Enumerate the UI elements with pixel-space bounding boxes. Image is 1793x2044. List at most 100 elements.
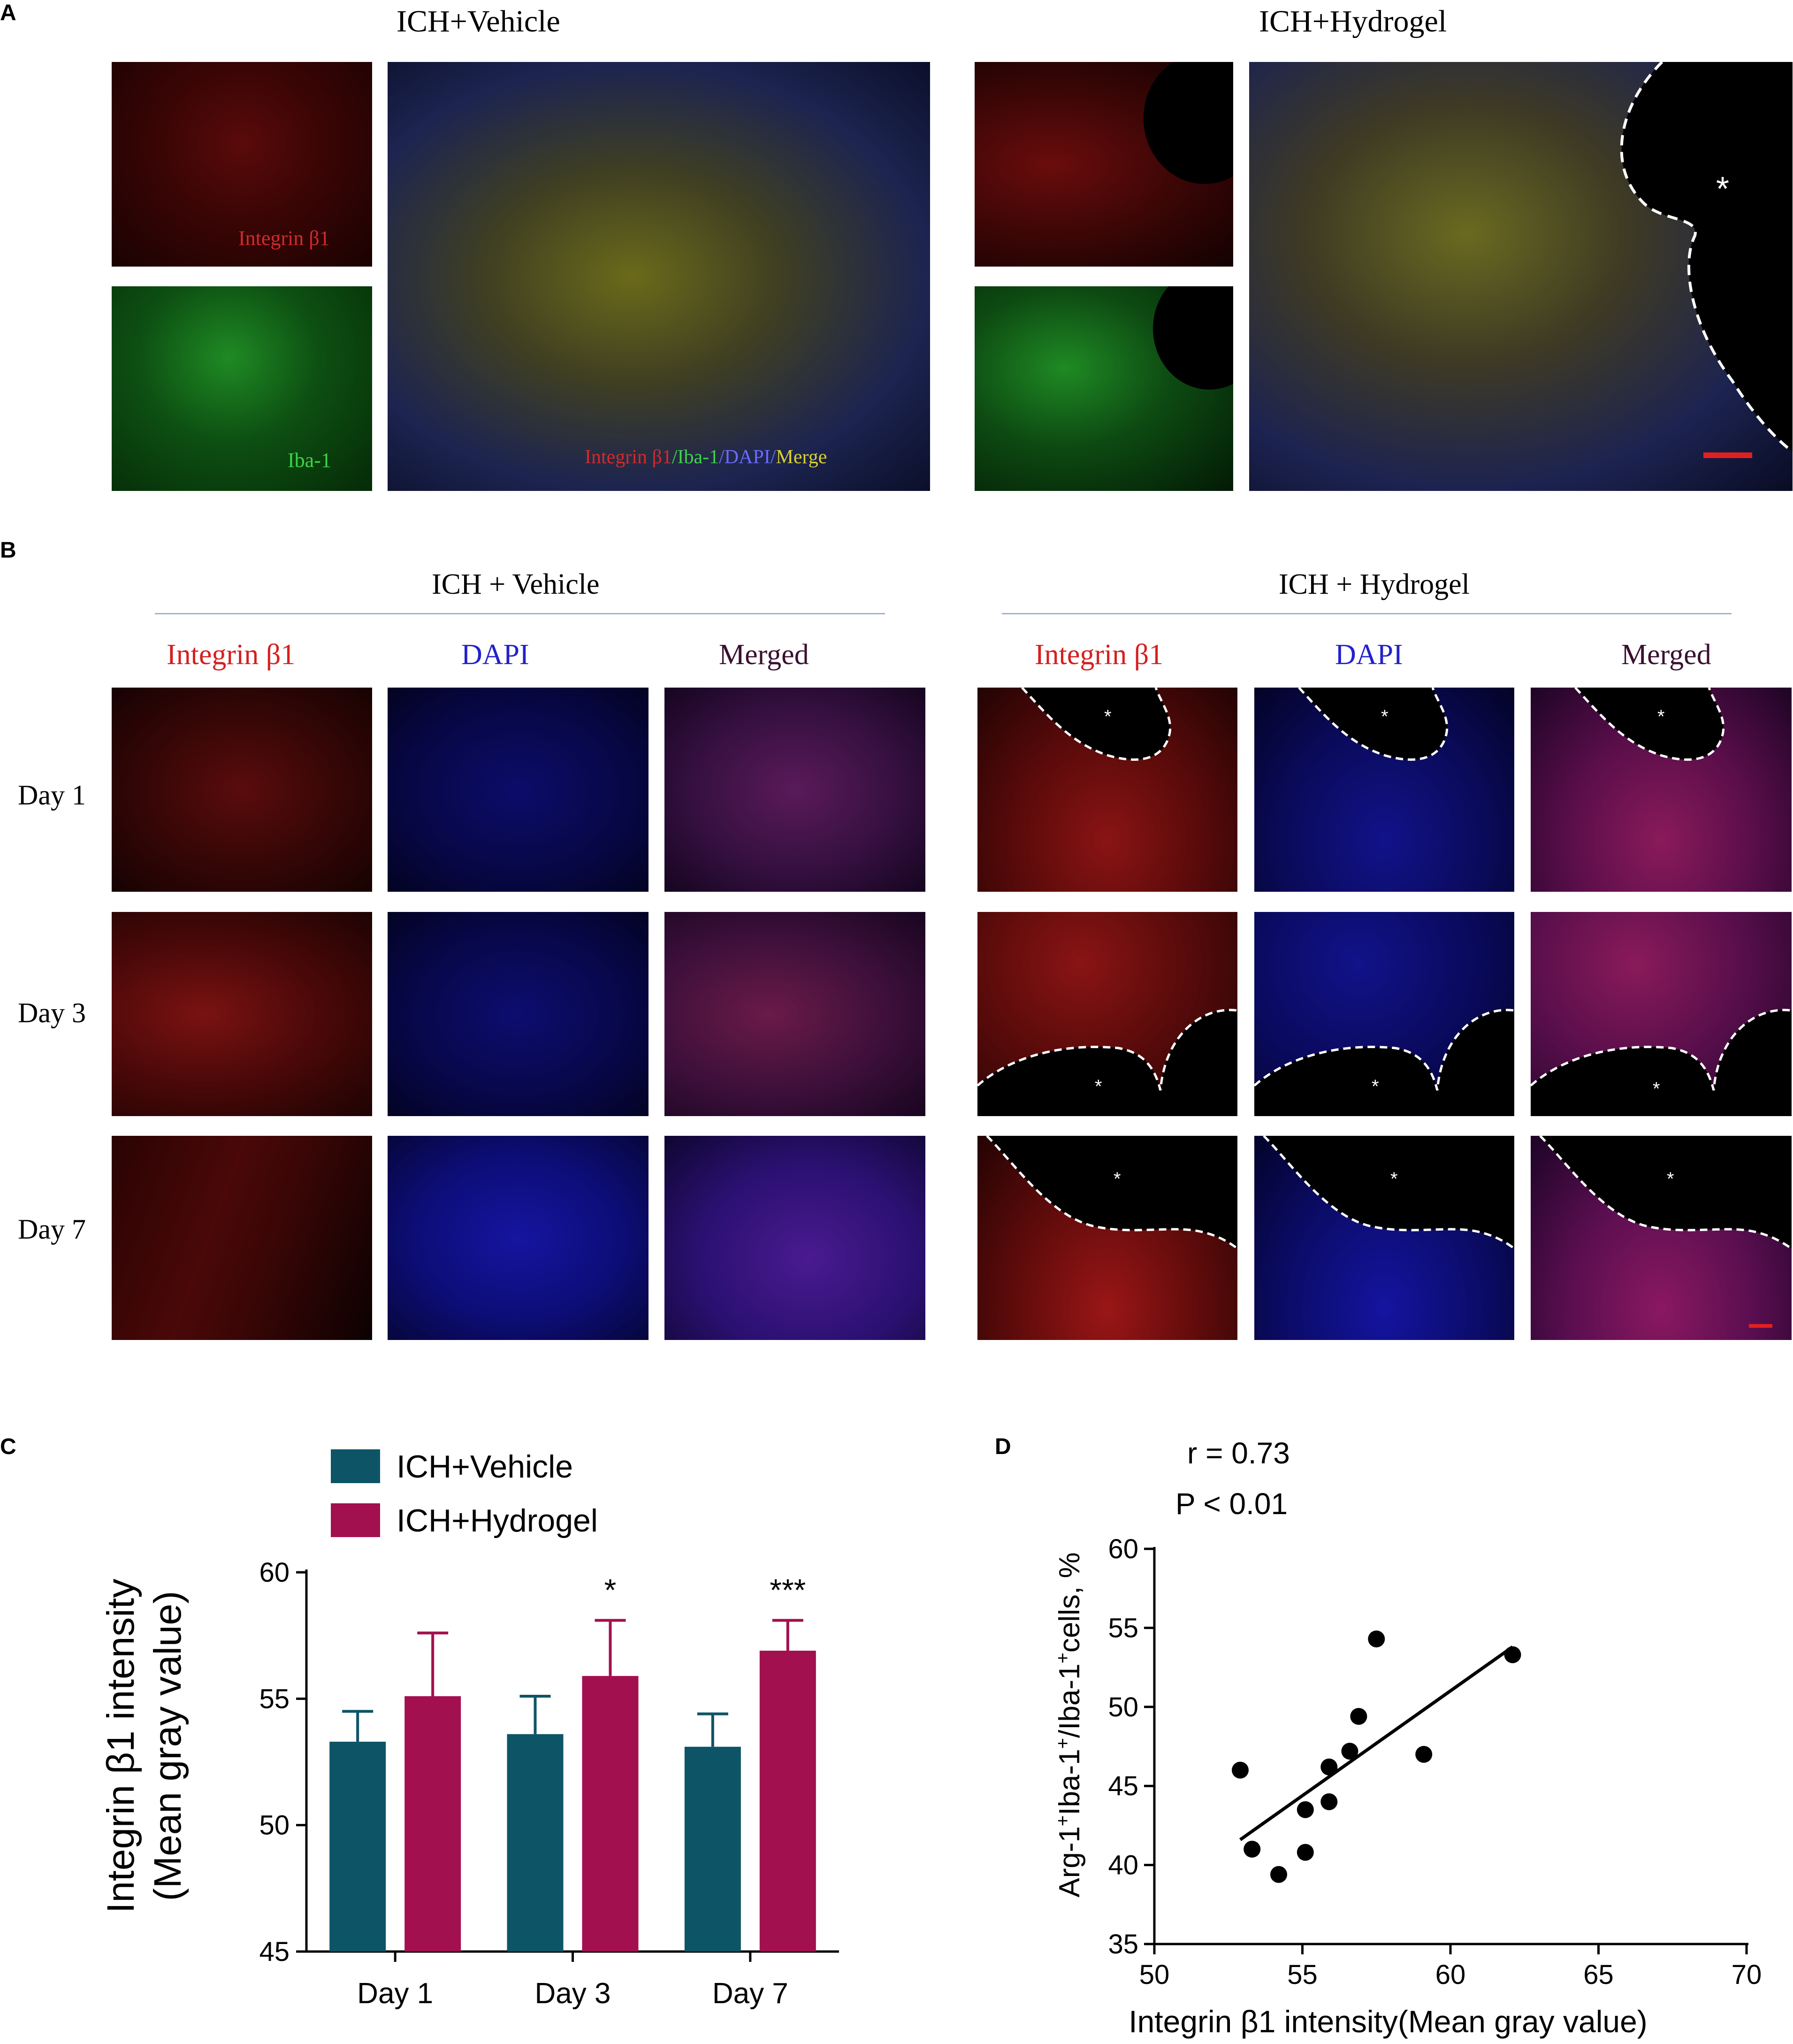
b-void-border	[986, 1136, 1237, 1250]
panel-c-letter: C	[0, 1434, 16, 1459]
scatter-point	[1320, 1758, 1338, 1776]
b-vehicle-day1-merged	[664, 688, 925, 892]
b-asterisk: *	[1667, 1169, 1674, 1189]
b-void-border	[1574, 688, 1725, 761]
a-vehicle-merge-image: Integrin β1/Iba-1/DAPI/Merge	[388, 62, 930, 491]
y-tick-label: 55	[259, 1684, 290, 1714]
b-void-region	[1254, 1010, 1514, 1116]
a-vehicle-iba-image: Iba-1	[112, 286, 372, 491]
y-tick-label: 45	[1108, 1771, 1138, 1801]
b-col-integrin-vehicle: Integrin β1	[167, 639, 296, 671]
a-hydrogel-integrin-void	[1144, 62, 1233, 184]
ylabel-part: Iba-1	[1053, 1749, 1086, 1815]
b-row-day1: Day 1	[18, 780, 86, 811]
ylabel-sup: +	[1053, 1738, 1073, 1749]
scatter-point	[1297, 1801, 1314, 1818]
b-vehicle-day1-integrin	[112, 688, 372, 892]
x-tick-label: 50	[1139, 1960, 1170, 1990]
a-hydrogel-integrin-image	[975, 62, 1233, 267]
b-void-region	[1575, 688, 1724, 760]
b-vehicle-day1-dapi	[388, 688, 649, 892]
b-hydrogel-day3-merged: *	[1531, 912, 1792, 1116]
panel-d-letter: D	[995, 1434, 1011, 1459]
chart-c-legend: ICH+Vehicle ICH+Hydrogel	[331, 1449, 598, 1539]
b-hydrogel-day3-integrin: *	[977, 912, 1237, 1116]
chart-c: ICH+Vehicle ICH+Hydrogel 45 50 55 60 Day 1 Day…	[99, 1449, 839, 2010]
b-vehicle-day3-dapi	[388, 912, 649, 1116]
b-hydrogel-day7-merged: *	[1531, 1136, 1792, 1340]
b-asterisk: *	[1653, 1079, 1660, 1099]
b-void-region	[1299, 688, 1447, 760]
x-tick-label: 65	[1583, 1960, 1614, 1990]
x-tick-label: 60	[1435, 1960, 1466, 1990]
b-hydrogel-day1-merged: *	[1531, 688, 1792, 892]
chart-d-xlabel: Integrin β1 intensity(Mean gray value)	[1129, 2004, 1648, 2039]
x-tick-label: 55	[1287, 1960, 1318, 1990]
chart-c-ylabel-line1: Integrin β1 intensity	[99, 1579, 142, 1914]
b-title-hydrogel: ICH + Hydrogel	[1279, 568, 1470, 600]
b-hydrogel-day7-integrin: *	[977, 1136, 1237, 1340]
scatter-point	[1231, 1761, 1249, 1779]
scatter-point	[1244, 1840, 1261, 1858]
x-tick-label: Day 1	[357, 1977, 433, 2010]
ylabel-part: /Iba-1	[1053, 1663, 1086, 1738]
b-vehicle-day3-integrin	[112, 912, 372, 1116]
a-vehicle-integrin-label: Integrin β1	[238, 227, 330, 250]
b-hydrogel-day7-dapi: *	[1254, 1136, 1514, 1340]
b-asterisk: *	[1095, 1076, 1102, 1097]
scatter-point	[1415, 1745, 1433, 1763]
ylabel-part: cells, %	[1053, 1552, 1086, 1653]
b-void-border	[1263, 1136, 1514, 1250]
scatter-point	[1297, 1844, 1314, 1861]
a-vehicle-integrin-image: Integrin β1	[112, 62, 372, 267]
bar	[684, 1746, 741, 1952]
x-tick-label: 70	[1732, 1960, 1762, 1990]
chart-d-ylabel: Arg-1+Iba-1+/Iba-1+cells, %	[1053, 1552, 1086, 1897]
b-void-region	[1022, 688, 1170, 760]
b-h-d7-merge-overlay	[1539, 1136, 1792, 1328]
b-h-d3-merge-overlay	[1531, 1009, 1792, 1116]
chart-c-ylabel-line2: (Mean gray value)	[146, 1591, 189, 1901]
legend-label: ICH+Vehicle	[397, 1449, 573, 1485]
regression-line	[1239, 1645, 1514, 1841]
b-asterisk: *	[1372, 1076, 1379, 1097]
scatter-point	[1341, 1743, 1358, 1760]
b-void-border	[1254, 1009, 1514, 1091]
b-h-d7-int-overlay	[986, 1136, 1237, 1250]
b-void-region	[1531, 1010, 1792, 1116]
scatter-point	[1504, 1646, 1521, 1663]
b-vehicle-day7-merged	[664, 1136, 925, 1340]
a-hydrogel-iba-image	[975, 286, 1233, 491]
a-hydrogel-iba-void	[1153, 286, 1233, 390]
x-tick-label: Day 3	[535, 1977, 611, 2010]
a-merge-label-iba: /Iba-1	[671, 446, 719, 468]
scatter-point	[1320, 1793, 1338, 1810]
a-merge-label-integrin: Integrin β1	[585, 446, 672, 468]
bar	[404, 1696, 461, 1952]
b-asterisk: *	[1390, 1169, 1398, 1189]
b-h-d7-dapi-overlay	[1263, 1136, 1514, 1250]
b-col-dapi-hydrogel: DAPI	[1335, 639, 1403, 671]
scatter-point	[1368, 1630, 1385, 1647]
b-title-vehicle-rule	[155, 613, 885, 614]
b-void-region	[977, 1010, 1237, 1116]
chart-c-plot: 45 50 55 60 Day 1 Day 3 * Day 7 ***	[259, 1557, 839, 2010]
a-hydrogel-void-region	[1621, 62, 1793, 452]
b-h-d1-merge-overlay	[1574, 688, 1725, 761]
bar	[507, 1734, 564, 1952]
b-void-border	[1531, 1009, 1792, 1091]
legend-swatch	[331, 1503, 380, 1537]
b-hydrogel-day1-integrin: *	[977, 688, 1237, 892]
bar	[582, 1676, 639, 1952]
chart-d-plot: 35 40 45 50 55 60 50 55 60 65 70	[1108, 1534, 1762, 1990]
b-h-d1-int-overlay	[1021, 688, 1172, 761]
panel-a-title-hydrogel: ICH+Hydrogel	[1259, 4, 1447, 38]
scatter-point	[1270, 1866, 1288, 1883]
b-void-border	[1298, 688, 1449, 761]
b-col-dapi-vehicle: DAPI	[461, 639, 529, 671]
ylabel-sup: +	[1053, 1653, 1073, 1663]
a-hydrogel-merge-overlay	[1620, 62, 1793, 458]
bar	[759, 1650, 816, 1952]
b-void-region	[1540, 1136, 1792, 1248]
b-asterisk: *	[1657, 706, 1665, 727]
